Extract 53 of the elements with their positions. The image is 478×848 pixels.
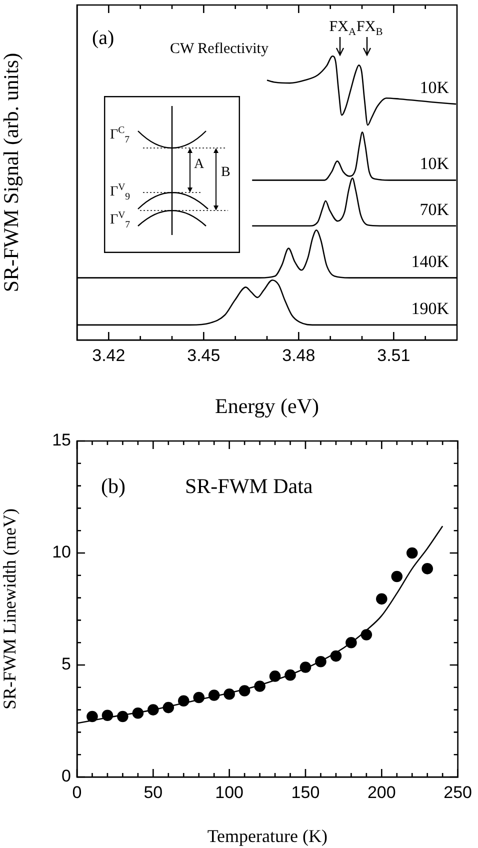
point <box>148 704 159 716</box>
y-tick-label: 15 <box>52 430 71 450</box>
x-axis-title: Temperature (K) <box>207 826 328 846</box>
point <box>224 688 235 700</box>
point <box>391 570 403 582</box>
point <box>360 629 372 640</box>
series-label: 140K <box>411 252 450 271</box>
x-tick-label: 50 <box>144 782 163 802</box>
point <box>284 669 296 681</box>
point <box>178 695 190 706</box>
x-tick-label: 3.48 <box>282 346 316 365</box>
x-tick-label: 3.45 <box>187 346 220 365</box>
point <box>422 563 434 574</box>
point <box>406 547 418 559</box>
annotation: SR-FWM Data <box>185 474 313 498</box>
series-label: 70K <box>420 200 450 219</box>
y-tick-label: 0 <box>62 766 71 786</box>
y-axis-title: SR-FWM Linewidth (meV) <box>0 508 20 710</box>
x-tick-label: 200 <box>367 782 396 802</box>
point <box>376 593 388 605</box>
point <box>315 656 326 668</box>
x-tick-label: 3.51 <box>377 346 410 365</box>
point <box>254 680 266 692</box>
point <box>238 685 250 696</box>
annotation: (b) <box>101 474 126 498</box>
y-tick-label: 5 <box>62 654 71 674</box>
point <box>132 708 144 719</box>
x-tick-label: 150 <box>291 782 320 802</box>
point <box>117 710 128 722</box>
point <box>300 662 312 673</box>
x-tick-label: 3.42 <box>92 346 126 365</box>
x-axis-title: Energy (eV) <box>215 394 319 418</box>
point <box>193 692 205 704</box>
point <box>162 702 174 714</box>
annotation: CW Reflectivity <box>170 40 268 56</box>
y-axis-title: SR-FWM Signal (arb. units) <box>0 52 24 292</box>
text: (a) <box>92 27 114 49</box>
annotation: B <box>221 165 230 180</box>
point <box>86 710 98 722</box>
point <box>330 650 342 662</box>
series-label: 190K <box>411 298 450 318</box>
x-tick-label: 250 <box>444 782 472 802</box>
point <box>269 670 281 682</box>
annotation: A <box>194 157 204 172</box>
y-tick-label: 10 <box>52 542 71 562</box>
point <box>208 690 220 701</box>
series-label: 10K <box>420 154 450 174</box>
text: FX$_{A}$ <box>329 18 356 38</box>
point <box>102 710 114 722</box>
point <box>346 636 357 648</box>
text: FX$_{B}$ <box>356 18 383 38</box>
x-tick-label: 100 <box>215 782 244 802</box>
series-label: 10K <box>420 78 450 98</box>
